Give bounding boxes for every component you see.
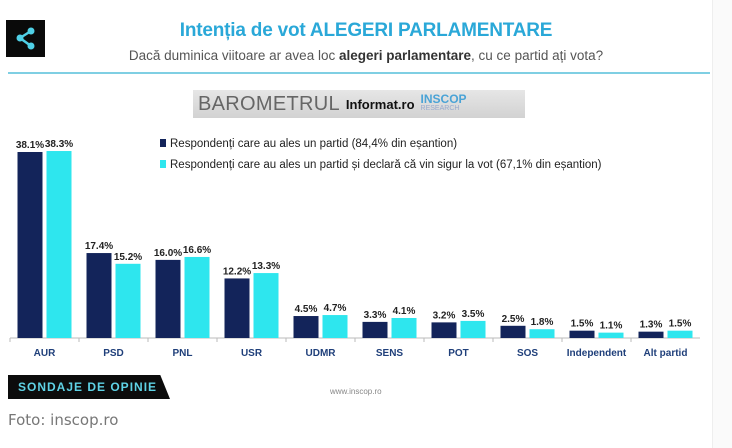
bar-pot-s1 — [431, 322, 457, 338]
legend-entry: Respondenți care au ales un partid (84,4… — [170, 138, 457, 150]
logo-inscop: INSCOP RESEARCH — [420, 92, 467, 112]
bar-pnl-s1 — [155, 259, 181, 338]
bar-alt-partid-s2 — [667, 330, 693, 338]
legend-swatch — [160, 160, 166, 168]
chart-title: Intenția de vot ALEGERI PARLAMENTARE — [179, 20, 553, 41]
website-label: www.inscop.ro — [330, 387, 382, 396]
data-label: 1.8% — [531, 317, 554, 328]
photo-credit: Foto: inscop.ro — [8, 411, 119, 429]
chart-subtitle: Dacă duminica viitoare ar avea loc alege… — [0, 48, 732, 63]
data-label: 3.2% — [433, 310, 456, 321]
divider — [8, 72, 710, 74]
x-tick-label: PNL — [173, 348, 193, 359]
share-icon — [16, 27, 35, 50]
logo-informat: Informat.ro — [345, 96, 415, 112]
data-label: 15.2% — [114, 252, 142, 263]
data-label: 4.7% — [324, 303, 347, 314]
bar-sens-s2 — [391, 317, 417, 338]
bar-psd-s1 — [86, 253, 112, 338]
legend-entry: Respondenți care au ales un partid și de… — [170, 159, 602, 171]
bar-sens-s1 — [362, 321, 388, 338]
bar-usr-s2 — [253, 273, 279, 338]
data-label: 16.6% — [183, 245, 211, 256]
bar-independent-s2 — [598, 332, 624, 338]
data-label: 38.1% — [16, 140, 44, 151]
data-label: 12.2% — [223, 266, 251, 277]
x-tick-label: Alt partid — [644, 348, 688, 359]
bar-pot-s2 — [460, 320, 486, 338]
subtitle-bold: alegeri parlamentare — [338, 48, 472, 63]
data-label: 4.5% — [295, 304, 318, 315]
data-label: 1.1% — [600, 321, 623, 332]
data-label: 38.3% — [45, 139, 73, 150]
page-edge — [712, 0, 732, 448]
bar-usr-s1 — [224, 278, 250, 338]
data-label: 17.4% — [85, 241, 113, 252]
bar-sos-s1 — [500, 325, 526, 338]
x-tick-label: SOS — [517, 348, 538, 359]
data-label: 1.5% — [669, 319, 692, 330]
x-tick-label: SENS — [376, 348, 404, 359]
x-tick-label: USR — [241, 348, 263, 359]
bar-alt-partid-s1 — [638, 331, 664, 338]
data-label: 16.0% — [154, 248, 182, 259]
barometrul-logo: BAROMETRUL Informat.ro INSCOP RESEARCH — [193, 90, 525, 118]
legend-swatch — [160, 139, 166, 147]
logo-barometrul: BAROMETRUL — [198, 92, 340, 115]
data-label: 3.5% — [462, 309, 485, 320]
bar-independent-s1 — [569, 330, 595, 338]
bar-aur-s2 — [46, 151, 72, 338]
x-tick-label: Independent — [567, 348, 627, 359]
bar-aur-s1 — [17, 152, 43, 338]
data-label: 2.5% — [502, 314, 525, 325]
x-tick-label: PSD — [103, 348, 124, 359]
share-button[interactable] — [6, 20, 45, 57]
subtitle-text: Dacă duminica viitoare ar avea loc — [128, 48, 339, 63]
bar-pnl-s2 — [184, 256, 210, 338]
data-label: 1.5% — [571, 319, 594, 330]
bar-udmr-s2 — [322, 315, 348, 338]
data-label: 13.3% — [252, 261, 280, 272]
data-label: 4.1% — [393, 306, 416, 317]
x-tick-label: UDMR — [306, 348, 337, 359]
data-label: 1.3% — [640, 320, 663, 331]
bar-sos-s2 — [529, 329, 555, 338]
data-label: 3.3% — [364, 310, 387, 321]
bar-psd-s2 — [115, 263, 141, 338]
x-tick-label: AUR — [34, 348, 56, 359]
x-tick-label: POT — [448, 348, 469, 359]
subtitle-text-end: , cu ce partid ați vota? — [471, 48, 604, 63]
bar-udmr-s1 — [293, 316, 319, 338]
sondaje-badge: SONDAJE DE OPINIE — [8, 375, 170, 399]
